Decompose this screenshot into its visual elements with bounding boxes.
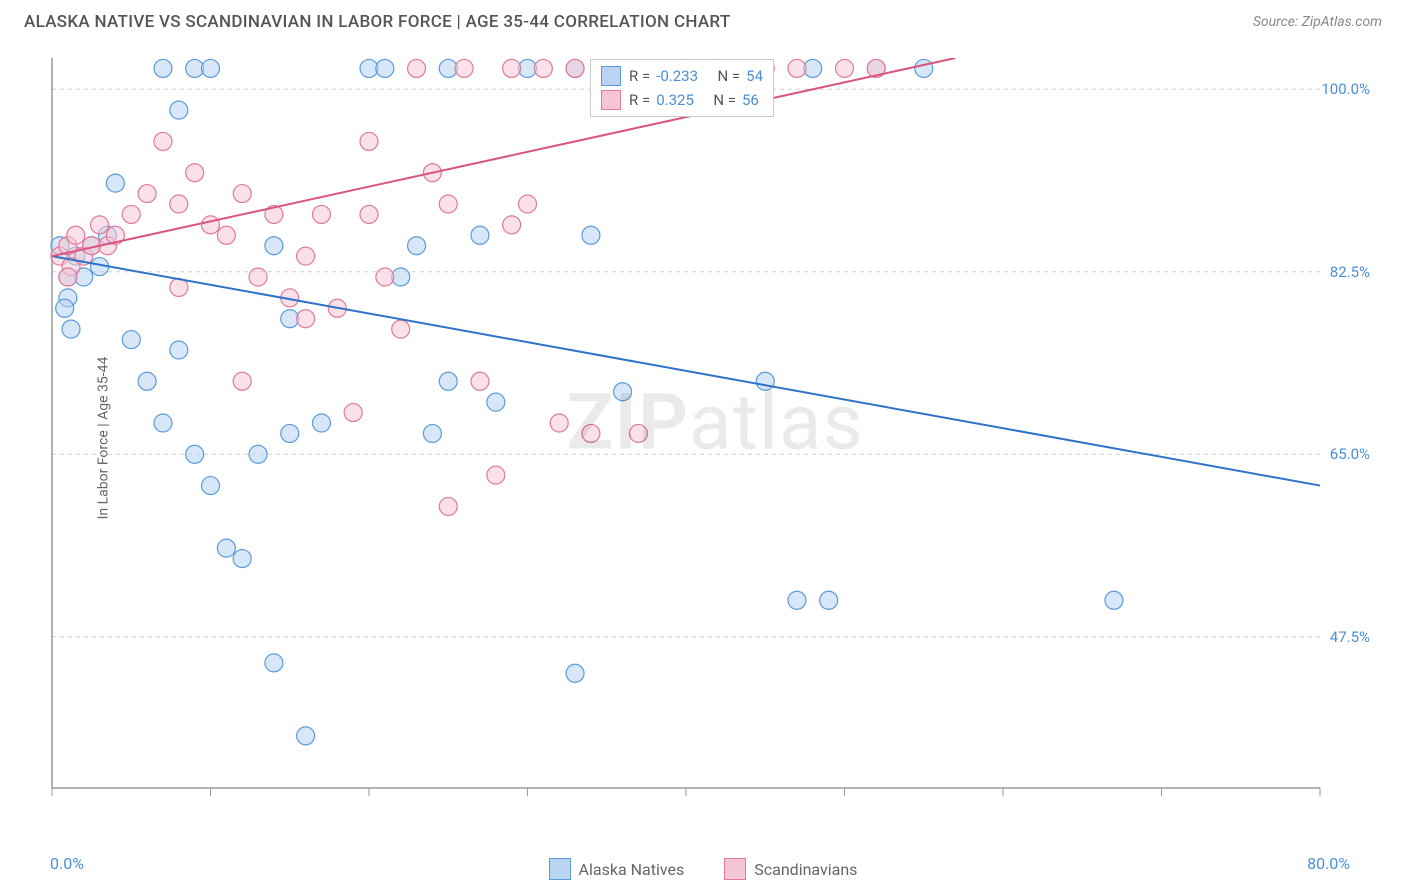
legend-swatch (724, 858, 746, 880)
series-legend-item: Alaska Natives (549, 858, 685, 880)
legend-label: Alaska Natives (579, 860, 685, 879)
chart-area: In Labor Force | Age 35-44 ZIPatlas R =-… (50, 58, 1380, 818)
y-tick-label: 82.5% (1330, 263, 1370, 281)
legend-swatch (549, 858, 571, 880)
y-tick-label: 100.0% (1321, 80, 1370, 98)
series-legend: Alaska Natives Scandinavians (0, 858, 1406, 880)
source-attribution: Source: ZipAtlas.com (1253, 14, 1382, 30)
stats-legend-row: R =0.325 N =56 (601, 88, 763, 112)
legend-swatch (601, 66, 621, 86)
y-tick-label: 65.0% (1330, 445, 1370, 463)
scatter-plot (50, 58, 1380, 818)
y-tick-label: 47.5% (1330, 628, 1370, 646)
chart-title: ALASKA NATIVE VS SCANDINAVIAN IN LABOR F… (24, 12, 731, 32)
legend-label: Scandinavians (754, 860, 857, 879)
stats-legend: R =-0.233 N =54R =0.325 N =56 (590, 59, 774, 117)
chart-header: ALASKA NATIVE VS SCANDINAVIAN IN LABOR F… (0, 0, 1406, 40)
legend-swatch (601, 90, 621, 110)
series-legend-item: Scandinavians (724, 858, 857, 880)
stats-legend-row: R =-0.233 N =54 (601, 64, 763, 88)
